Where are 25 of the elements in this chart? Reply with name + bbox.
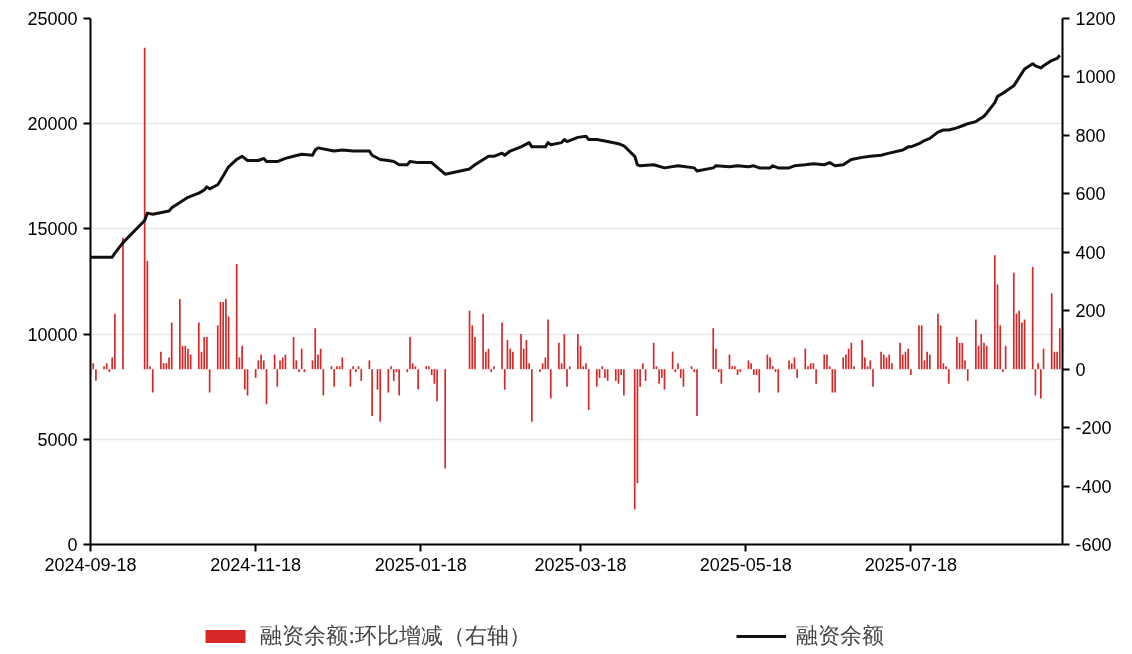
y-tick-label: 0 bbox=[67, 535, 78, 555]
x-tick-label: 2025-01-18 bbox=[374, 554, 467, 575]
y2-tick-label: 1000 bbox=[1075, 67, 1116, 88]
y2-tick-label: -400 bbox=[1075, 476, 1112, 497]
y2-tick-label: 1200 bbox=[1075, 9, 1116, 29]
x-tick-label: 2025-07-18 bbox=[864, 554, 957, 575]
line-series bbox=[90, 53, 1062, 259]
x-tick-label: 2025-05-18 bbox=[699, 554, 792, 575]
y-tick-label: 25000 bbox=[27, 9, 78, 29]
y2-tick-label: 400 bbox=[1075, 242, 1106, 263]
legend-label: 融资余额:环比增减（右轴） bbox=[260, 622, 532, 650]
x-tick-label: 2024-11-18 bbox=[210, 554, 302, 575]
y2-tick-label: 0 bbox=[1075, 359, 1086, 380]
y-tick-label: 15000 bbox=[27, 219, 78, 240]
y2-tick-label: 800 bbox=[1075, 125, 1106, 146]
y-tick-label: 5000 bbox=[37, 429, 78, 450]
y-tick-label: 20000 bbox=[27, 114, 78, 135]
y-tick-label: 10000 bbox=[27, 324, 78, 345]
x-tick-label: 2024-09-18 bbox=[44, 554, 137, 575]
y2-tick-label: 200 bbox=[1075, 301, 1106, 322]
y2-tick-label: -600 bbox=[1075, 535, 1112, 555]
x-tick-label: 2025-03-18 bbox=[534, 554, 627, 575]
y2-tick-label: -200 bbox=[1075, 418, 1112, 439]
legend-label: 融资余额 bbox=[796, 622, 885, 650]
y2-tick-label: 600 bbox=[1075, 184, 1106, 205]
